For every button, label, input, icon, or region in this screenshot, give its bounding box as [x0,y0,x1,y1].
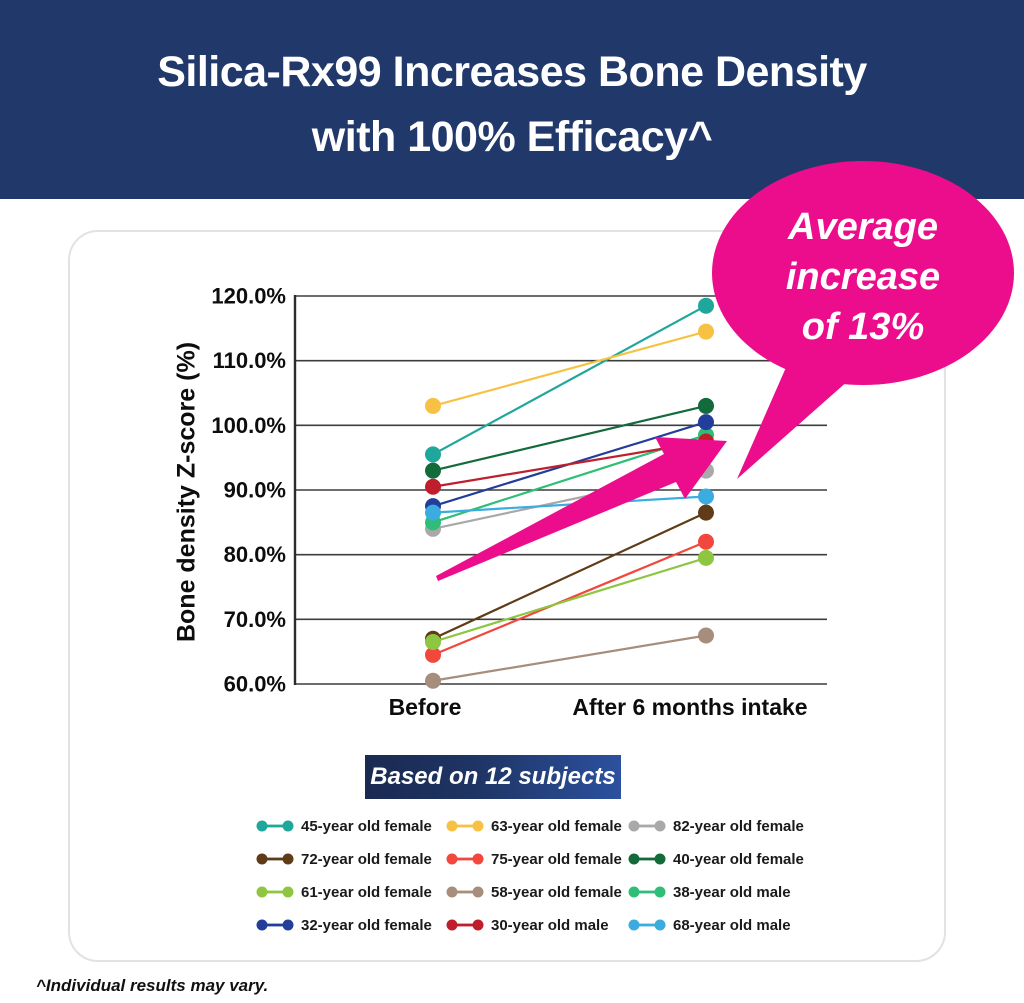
legend-item: 30-year old male [446,915,628,935]
legend-item: 32-year old female [256,915,446,935]
legend-marker-icon [446,853,484,865]
legend-marker-icon [446,886,484,898]
footnote: ^Individual results may vary. [36,976,269,995]
legend-label: 72-year old female [301,850,432,868]
legend-marker-icon [628,820,666,832]
legend-label: 75-year old female [491,850,622,868]
legend-marker-icon [628,853,666,865]
legend-item: 45-year old female [256,816,446,836]
legend-item: 63-year old female [446,816,628,836]
legend-marker-icon [628,919,666,931]
legend-label: 82-year old female [673,817,804,835]
legend-item: 58-year old female [446,882,628,902]
subjects-note-badge: Based on 12 subjects [365,755,621,799]
legend-label: 61-year old female [301,883,432,901]
legend-marker-icon [256,820,294,832]
header-banner: Silica-Rx99 Increases Bone Density with … [0,0,1024,199]
legend-label: 68-year old male [673,916,791,934]
legend-label: 40-year old female [673,850,804,868]
legend-marker-icon [256,886,294,898]
legend-item: 61-year old female [256,882,446,902]
legend-marker-icon [628,886,666,898]
legend-label: 38-year old male [673,883,791,901]
y-axis-title: Bone density Z-score (%) [172,341,201,643]
legend-label: 63-year old female [491,817,622,835]
legend-item: 68-year old male [628,915,868,935]
legend-item: 82-year old female [628,816,868,836]
page-title: Silica-Rx99 Increases Bone Density with … [157,48,867,161]
legend-item: 75-year old female [446,849,628,869]
legend-label: 30-year old male [491,916,609,934]
legend-marker-icon [446,919,484,931]
legend-marker-icon [446,820,484,832]
legend-item: 72-year old female [256,849,446,869]
legend-item: 38-year old male [628,882,868,902]
legend-marker-icon [256,919,294,931]
chart-card: Bone density Z-score (%) Based on 12 sub… [68,230,946,962]
legend-label: 45-year old female [301,817,432,835]
legend-label: 32-year old female [301,916,432,934]
chart-legend: 45-year old female 63-year old female 82-y… [256,816,868,935]
legend-item: 40-year old female [628,849,868,869]
legend-marker-icon [256,853,294,865]
legend-label: 58-year old female [491,883,622,901]
